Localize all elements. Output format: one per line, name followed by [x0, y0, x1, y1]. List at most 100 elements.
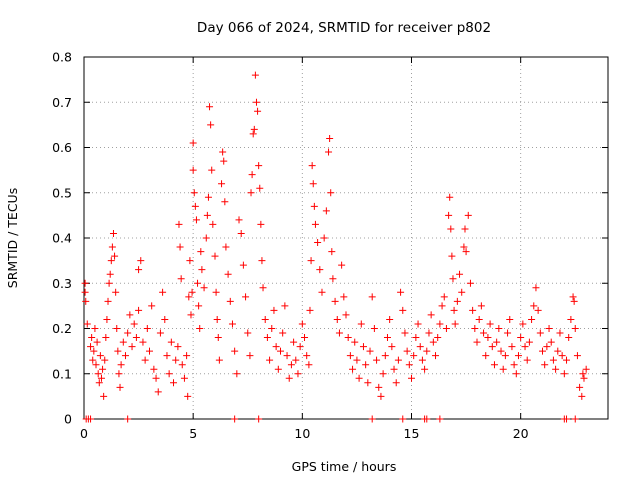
data-point — [379, 370, 387, 378]
data-point — [530, 302, 538, 310]
data-point — [450, 306, 458, 314]
data-point — [159, 288, 167, 296]
data-point — [214, 334, 222, 342]
data-point — [421, 365, 429, 373]
data-point — [579, 370, 587, 378]
data-point — [218, 180, 226, 188]
data-point — [314, 239, 322, 247]
data-point — [364, 379, 372, 387]
data-point — [95, 379, 103, 387]
data-point — [486, 320, 494, 328]
x-tick-label: 15 — [404, 426, 420, 441]
data-point — [432, 352, 440, 360]
data-point-zero — [368, 415, 376, 423]
data-point — [261, 315, 269, 323]
data-point — [549, 356, 557, 364]
data-point — [517, 334, 525, 342]
data-point — [226, 297, 234, 305]
x-tick-label: 0 — [80, 426, 88, 441]
data-point — [512, 370, 520, 378]
data-point — [294, 370, 302, 378]
data-point — [96, 352, 104, 360]
data-point — [247, 189, 255, 197]
data-point — [510, 361, 518, 369]
chart-title: Day 066 of 2024, SRMTID for receiver p80… — [197, 20, 491, 36]
data-point — [536, 329, 544, 337]
data-point — [175, 220, 183, 228]
data-point — [460, 243, 468, 251]
data-point — [274, 365, 282, 373]
data-point — [209, 220, 217, 228]
data-point — [187, 311, 195, 319]
data-point — [362, 361, 370, 369]
data-point — [446, 193, 454, 201]
data-point — [547, 338, 555, 346]
data-point — [292, 356, 300, 364]
data-point — [89, 356, 97, 364]
data-point — [539, 347, 546, 355]
data-point — [399, 306, 407, 314]
data-point — [268, 325, 276, 332]
data-point — [88, 334, 96, 342]
data-point — [176, 243, 184, 251]
data-point — [115, 370, 123, 378]
data-point — [233, 370, 241, 378]
data-point — [101, 356, 109, 364]
data-point — [477, 302, 485, 310]
data-point — [256, 184, 264, 192]
data-point — [558, 352, 566, 360]
data-point — [298, 320, 306, 328]
data-point — [109, 229, 117, 237]
data-point — [124, 329, 132, 337]
y-tick-label: 0 — [64, 412, 72, 427]
data-point — [221, 198, 229, 206]
data-point — [285, 374, 293, 382]
data-point — [401, 329, 409, 337]
data-point — [488, 343, 496, 351]
data-point — [329, 275, 337, 283]
data-point — [355, 374, 363, 382]
data-point — [416, 343, 424, 351]
data-point — [403, 347, 411, 355]
data-point — [340, 293, 348, 301]
data-point — [156, 329, 164, 337]
data-point — [126, 311, 134, 319]
y-tick-label: 0.6 — [52, 140, 72, 155]
data-point — [177, 275, 185, 283]
data-point — [392, 379, 400, 387]
data-point — [543, 343, 551, 351]
data-point — [353, 356, 361, 364]
data-point — [306, 306, 314, 314]
data-point — [204, 193, 212, 201]
x-axis-label: GPS time / hours — [292, 459, 397, 474]
data-point — [408, 374, 415, 382]
data-point — [525, 338, 533, 346]
data-point — [290, 338, 298, 346]
data-point — [94, 370, 102, 378]
data-point — [410, 352, 418, 360]
data-point — [104, 297, 112, 305]
data-point — [495, 325, 503, 332]
data-point — [192, 216, 200, 224]
data-point-zero — [231, 415, 239, 423]
data-point — [202, 234, 210, 242]
data-point — [303, 352, 311, 360]
data-point — [296, 343, 304, 351]
data-point — [191, 202, 199, 210]
data-point — [119, 338, 127, 346]
data-point — [560, 370, 568, 378]
data-point — [161, 315, 169, 323]
data-point — [165, 370, 173, 378]
data-point — [405, 361, 413, 369]
data-point — [83, 320, 91, 328]
data-point — [427, 311, 435, 319]
data-point — [150, 365, 158, 373]
data-point — [545, 325, 553, 332]
data-point — [103, 315, 111, 323]
data-point — [344, 334, 352, 342]
data-point — [390, 365, 398, 373]
data-point — [453, 297, 461, 305]
data-point — [112, 288, 120, 296]
data-point-zero — [399, 415, 407, 423]
data-point — [87, 343, 95, 351]
